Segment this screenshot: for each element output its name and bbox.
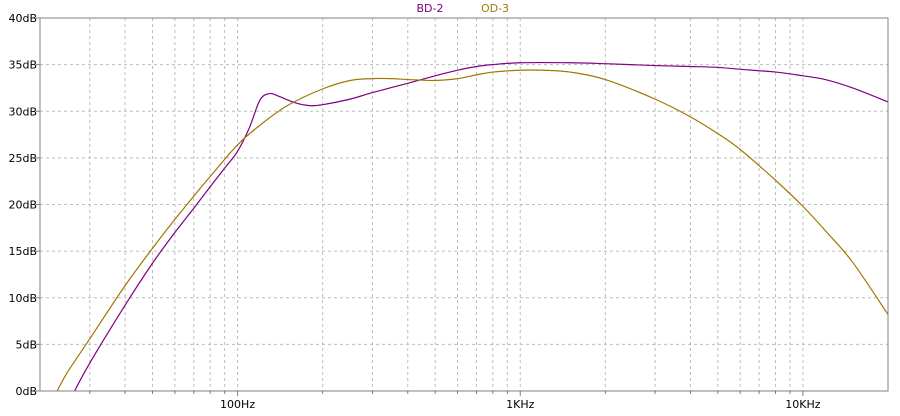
y-tick-label: 20dB xyxy=(8,199,37,212)
grid-lines xyxy=(40,18,888,391)
series-curves xyxy=(56,61,889,392)
y-tick-label: 35dB xyxy=(8,59,37,72)
plot-background xyxy=(40,18,888,391)
x-axis-tick-labels: 100Hz 1KHz 10KHz xyxy=(89,391,821,411)
y-tick-label: 15dB xyxy=(8,245,37,258)
series-line-bd-2 xyxy=(74,61,889,392)
y-tick-label: 10dB xyxy=(8,292,37,305)
x-tick-label: 100Hz xyxy=(220,398,255,411)
y-tick-label: 5dB xyxy=(15,338,37,351)
y-tick-label: 30dB xyxy=(8,105,37,118)
y-tick-label: 25dB xyxy=(8,152,37,165)
x-tick-label: 1KHz xyxy=(506,398,534,411)
y-tick-label: 40dB xyxy=(8,12,37,25)
y-tick-label: 0dB xyxy=(15,385,37,398)
legend-entry-bd-2: BD-2 xyxy=(417,2,444,15)
series-line-od-3 xyxy=(56,69,889,392)
legend-entry-od-3: OD-3 xyxy=(481,2,509,15)
legend: BD-2 OD-3 xyxy=(417,2,510,15)
x-tick-label: 10KHz xyxy=(785,398,820,411)
y-axis-tick-labels: 0dB 5dB 10dB 15dB 20dB 25dB 30dB 35dB 40dB xyxy=(8,12,40,398)
